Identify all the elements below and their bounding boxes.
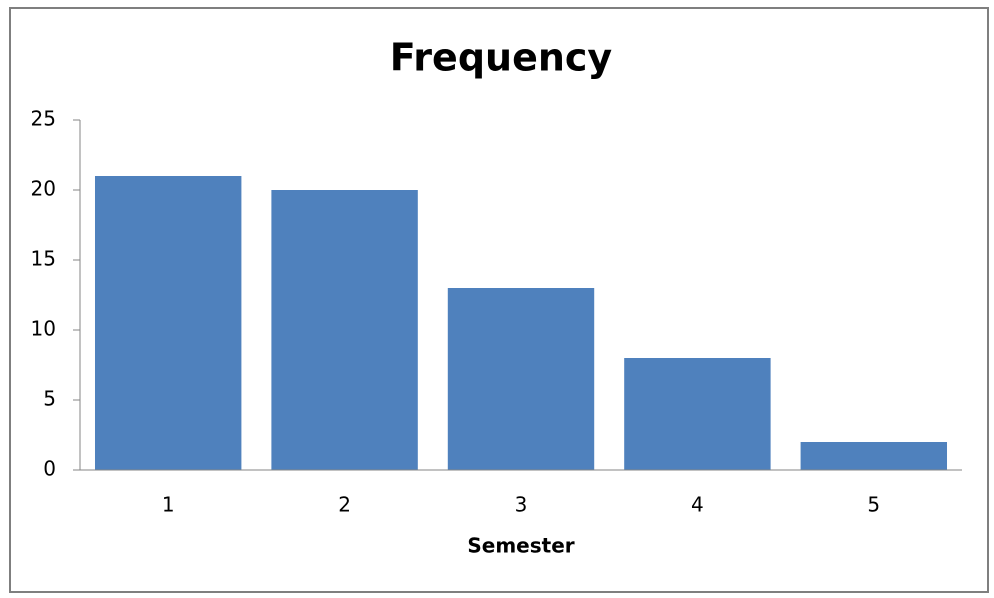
x-axis-label: Semester <box>467 534 574 558</box>
x-tick-label: 2 <box>338 493 351 517</box>
y-tick-label: 25 <box>31 107 56 131</box>
y-tick-label: 10 <box>31 317 56 341</box>
x-tick-label: 4 <box>691 493 704 517</box>
bar <box>624 358 771 470</box>
bar <box>271 190 418 470</box>
x-tick-label: 5 <box>867 493 880 517</box>
y-tick-label: 20 <box>31 177 56 201</box>
bar <box>94 176 242 470</box>
chart-title: Frequency <box>390 36 613 80</box>
bar <box>800 442 948 470</box>
x-tick-label: 3 <box>515 493 528 517</box>
y-tick-label: 15 <box>31 247 56 271</box>
bar <box>447 288 595 470</box>
y-tick-label: 5 <box>43 387 56 411</box>
x-tick-label: 1 <box>162 493 175 517</box>
y-tick-label: 0 <box>43 457 56 481</box>
